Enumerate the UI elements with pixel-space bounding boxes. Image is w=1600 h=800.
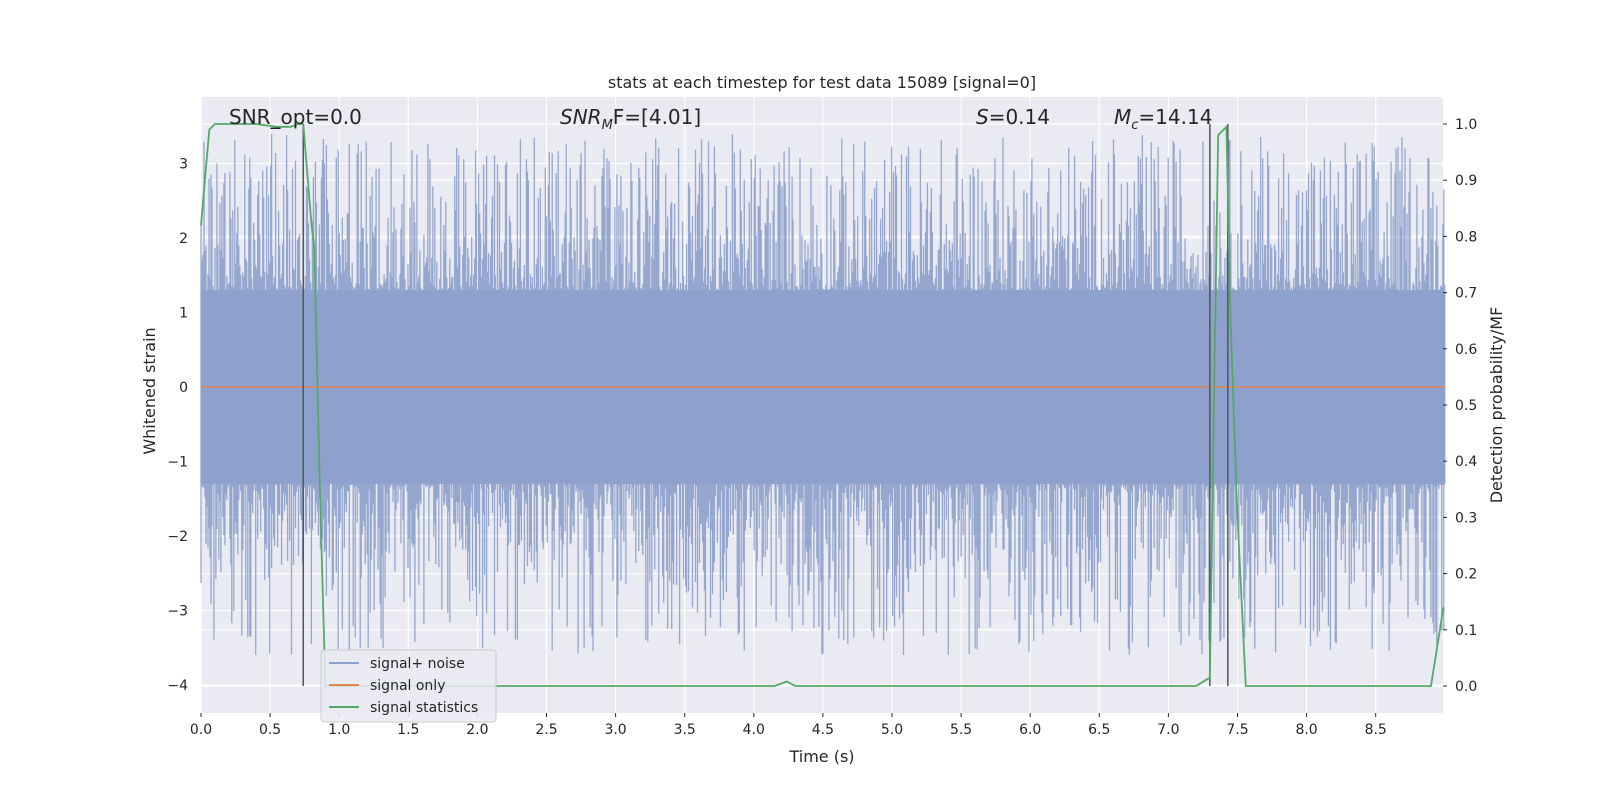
annotation-s: S=0.14: [976, 105, 1050, 129]
y-axis-label: Whitened strain: [140, 327, 159, 454]
y-tick-label: −3: [167, 604, 188, 620]
x-tick-label: 5.0: [881, 722, 903, 738]
line-series: [200, 123, 1445, 687]
y2-tick-label: 1.0: [1455, 117, 1477, 133]
x-tick-label: 2.5: [535, 722, 557, 738]
x-tick-label: 8.5: [1365, 722, 1387, 738]
y2-tick-label: 0.1: [1455, 623, 1477, 639]
x-tick-label: 8.0: [1295, 722, 1317, 738]
y2-tick-label: 0.5: [1455, 398, 1477, 414]
y2-tick-label: 0.2: [1455, 567, 1477, 583]
x-tick-label: 2.0: [466, 722, 488, 738]
y-tick-label: −4: [167, 678, 188, 694]
chart-title: stats at each timestep for test data 150…: [608, 73, 1036, 92]
x-tick-label: 5.5: [950, 722, 972, 738]
x-tick-label: 1.0: [328, 722, 350, 738]
x-tick-label: 0.5: [259, 722, 281, 738]
x-tick-label: 1.5: [397, 722, 419, 738]
y-tick-label: 0: [179, 380, 188, 396]
annotation-snr-opt: SNR_opt=0.0: [229, 105, 362, 129]
annotation-snr-mf: SNRMF=[4.01]: [560, 105, 701, 133]
x-axis-label: Time (s): [788, 747, 854, 766]
y-tick-label: −2: [167, 529, 188, 545]
y-tick-label: 2: [179, 231, 188, 247]
y2-axis-label: Detection probability/MF: [1487, 307, 1506, 504]
x-tick-label: 3.0: [604, 722, 626, 738]
y-tick-label: −1: [167, 455, 188, 471]
x-tick-label: 0.0: [190, 722, 212, 738]
tick-labels: 0.0 0.5 1.0 1.5 2.0 2.5 3.0 3.5 4.0 4.5 5.0 5.5 6.0 6…: [167, 117, 1477, 738]
signal-statistics-line: [200, 123, 1445, 687]
x-tick-label: 4.0: [743, 722, 765, 738]
legend: signal+ noise signal only signal statist…: [320, 649, 497, 723]
y2-tick-label: 0.0: [1455, 679, 1477, 695]
legend-label-stats: signal statistics: [370, 700, 478, 716]
y2-tick-label: 0.7: [1455, 286, 1477, 302]
x-tick-label: 4.5: [812, 722, 834, 738]
y-tick-label: 1: [179, 306, 188, 322]
annotation-mc: Mc=14.14: [1114, 105, 1212, 133]
x-tick-label: 6.0: [1019, 722, 1041, 738]
y2-tick-label: 0.6: [1455, 342, 1477, 358]
legend-box: [320, 649, 497, 723]
x-tick-label: 3.5: [674, 722, 696, 738]
x-tick-label: 6.5: [1088, 722, 1110, 738]
y2-tick-label: 0.8: [1455, 229, 1477, 245]
legend-label-signal: signal only: [370, 678, 445, 694]
y-tick-label: 3: [179, 157, 188, 173]
x-tick-label: 7.5: [1226, 722, 1248, 738]
noise-trace: [200, 133, 1446, 656]
y2-tick-label: 0.3: [1455, 510, 1477, 526]
y2-tick-label: 0.9: [1455, 173, 1477, 189]
x-tick-label: 7.0: [1157, 722, 1179, 738]
y2-tick-label: 0.4: [1455, 454, 1477, 470]
legend-label-noise: signal+ noise: [370, 656, 465, 672]
